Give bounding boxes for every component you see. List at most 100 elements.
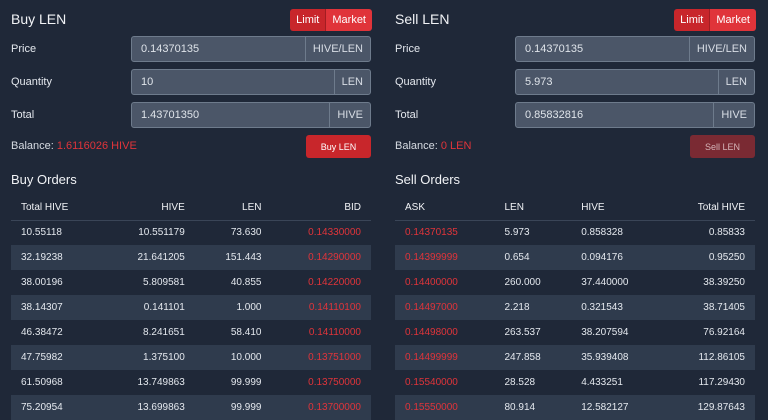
sell-order-row[interactable]: 0.15550000 80.914 12.582127 129.87643 <box>395 395 755 420</box>
sell-total-row: Total HIVE <box>395 102 755 128</box>
buy-order-row[interactable]: 38.14307 0.141101 1.000 0.14110100 <box>11 295 371 320</box>
sell-order-row[interactable]: 0.14399999 0.654 0.094176 0.95250 <box>395 245 755 270</box>
sell-total-label: Total <box>395 109 419 121</box>
buy-order-row[interactable]: 38.00196 5.809581 40.855 0.14220000 <box>11 270 371 295</box>
sell-title: Sell LEN <box>395 11 450 27</box>
sell-orders-table: ASK LEN HIVE Total HIVE 0.14370135 5.973 0… <box>395 195 755 420</box>
sell-order-ask: 0.14498000 <box>405 327 458 338</box>
sell-orders-header-hive[interactable]: HIVE <box>571 195 664 221</box>
buy-order-bid: 0.14330000 <box>308 227 361 239</box>
buy-limit-tab[interactable]: Limit <box>290 9 326 31</box>
sell-total-input[interactable] <box>516 103 714 127</box>
sell-order-total-hive: 76.92164 <box>703 327 745 338</box>
sell-quantity-unit: LEN <box>717 70 754 94</box>
buy-balance-label: Balance: <box>11 140 54 152</box>
buy-order-bid: 0.13751000 <box>271 345 371 370</box>
buy-title: Buy LEN <box>11 11 67 27</box>
buy-quantity-input[interactable] <box>132 70 334 94</box>
buy-order-total-hive: 38.00196 <box>21 277 63 288</box>
buy-order-bid: 0.14220000 <box>308 277 361 288</box>
buy-order-hive: 0.141101 <box>102 295 195 320</box>
sell-order-ask: 0.15540000 <box>405 377 458 388</box>
buy-order-total-hive: 47.75982 <box>11 345 103 370</box>
sell-limit-tab[interactable]: Limit <box>674 9 710 31</box>
buy-price-field: HIVE/LEN <box>131 36 371 62</box>
buy-quantity-row: Quantity LEN <box>11 69 371 95</box>
sell-orders-header-len[interactable]: LEN <box>494 195 572 221</box>
buy-orders-header-bid[interactable]: BID <box>271 195 371 221</box>
sell-order-hive: 0.321543 <box>571 295 664 320</box>
buy-order-row[interactable]: 32.19238 21.641205 151.443 0.14290000 <box>11 245 371 270</box>
buy-order-row[interactable]: 61.50968 13.749863 99.999 0.13750000 <box>11 370 371 395</box>
sell-quantity-input[interactable] <box>516 70 718 94</box>
buy-total-unit: HIVE <box>329 103 370 127</box>
buy-order-total-hive: 10.55118 <box>21 227 62 239</box>
buy-order-total-hive: 61.50968 <box>21 377 63 388</box>
sell-orders-title: Sell Orders <box>395 172 461 187</box>
sell-orders-header-row: ASK LEN HIVE Total HIVE <box>395 195 755 221</box>
buy-order-total-hive: 75.20954 <box>11 395 103 420</box>
buy-order-row[interactable]: 47.75982 1.375100 10.000 0.13751000 <box>11 345 371 370</box>
sell-order-row[interactable]: 0.14497000 2.218 0.321543 38.71405 <box>395 295 755 320</box>
sell-orders-header-ask[interactable]: ASK <box>395 195 495 221</box>
sell-order-len: 0.654 <box>494 245 572 270</box>
sell-market-tab[interactable]: Market <box>709 9 756 31</box>
buy-order-row[interactable]: 75.20954 13.699863 99.999 0.13700000 <box>11 395 371 420</box>
sell-order-hive: 12.582127 <box>571 395 664 420</box>
buy-balance-value: 1.6116026 HIVE <box>56 140 137 152</box>
buy-price-row: Price HIVE/LEN <box>11 36 371 62</box>
sell-order-len: 247.858 <box>494 345 572 370</box>
sell-order-row[interactable]: 0.15540000 28.528 4.433251 117.29430 <box>395 370 755 395</box>
sell-quantity-label: Quantity <box>395 76 436 88</box>
sell-order-ask: 0.15550000 <box>395 395 495 420</box>
buy-orders-header-total-hive[interactable]: Total HIVE <box>11 195 103 221</box>
buy-order-len: 10.000 <box>194 345 272 370</box>
buy-market-tab[interactable]: Market <box>325 9 372 31</box>
buy-quantity-label: Quantity <box>11 76 52 88</box>
sell-order-len: 2.218 <box>494 295 572 320</box>
buy-order-row[interactable]: 46.38472 8.241651 58.410 0.14110000 <box>11 320 371 345</box>
buy-order-row[interactable]: 10.55118 10.551179 73.630 0.14330000 <box>11 220 371 245</box>
sell-quantity-row: Quantity LEN <box>395 69 755 95</box>
sell-order-hive: 4.433251 <box>581 377 623 388</box>
buy-orders-table: Total HIVE HIVE LEN BID 10.55118 10.55117… <box>11 195 371 420</box>
sell-order-len: 28.528 <box>504 377 536 388</box>
buy-orders-title: Buy Orders <box>11 172 77 187</box>
buy-quantity-field: LEN <box>131 69 371 95</box>
buy-orders-header-len[interactable]: LEN <box>194 195 272 221</box>
sell-order-ask: 0.14400000 <box>405 277 458 288</box>
buy-quantity-unit: LEN <box>333 70 370 94</box>
buy-price-input[interactable] <box>132 37 305 61</box>
sell-order-row[interactable]: 0.14498000 263.537 38.207594 76.92164 <box>395 320 755 345</box>
buy-total-label: Total <box>11 109 35 121</box>
sell-order-total-hive: 38.71405 <box>663 295 755 320</box>
buy-order-hive: 13.699863 <box>102 395 195 420</box>
buy-order-bid: 0.13750000 <box>308 377 361 388</box>
sell-total-unit: HIVE <box>713 103 754 127</box>
buy-button[interactable]: Buy LEN <box>306 135 371 158</box>
sell-order-hive: 0.858328 <box>581 227 623 239</box>
sell-price-label: Price <box>395 43 421 55</box>
buy-balance: Balance: 1.6116026 HIVE <box>11 140 137 152</box>
sell-order-ask: 0.14399999 <box>395 245 495 270</box>
sell-order-ask: 0.14499999 <box>395 345 495 370</box>
buy-price-unit: HIVE/LEN <box>304 37 370 61</box>
sell-order-type-toggle: Limit Market <box>674 9 756 31</box>
buy-order-len: 40.855 <box>230 277 262 288</box>
sell-order-row[interactable]: 0.14499999 247.858 35.939408 112.86105 <box>395 345 755 370</box>
buy-orders-header-hive[interactable]: HIVE <box>102 195 195 221</box>
sell-button[interactable]: Sell LEN <box>690 135 755 158</box>
sell-panel: Sell LEN Limit Market Price HIVE/LEN Qua… <box>395 0 756 420</box>
sell-orders-header-total-hive[interactable]: Total HIVE <box>663 195 755 221</box>
buy-order-len: 1.000 <box>194 295 272 320</box>
sell-order-total-hive: 38.39250 <box>703 277 745 288</box>
sell-order-hive: 35.939408 <box>571 345 664 370</box>
sell-order-row[interactable]: 0.14400000 260.000 37.440000 38.39250 <box>395 270 755 295</box>
buy-total-input[interactable] <box>132 103 330 127</box>
sell-order-total-hive: 117.29430 <box>698 377 745 388</box>
sell-order-row[interactable]: 0.14370135 5.973 0.858328 0.85833 <box>395 220 755 245</box>
sell-order-total-hive: 129.87643 <box>663 395 755 420</box>
sell-order-hive: 38.207594 <box>581 327 629 338</box>
sell-balance-label: Balance: <box>395 140 438 152</box>
sell-price-input[interactable] <box>516 37 689 61</box>
